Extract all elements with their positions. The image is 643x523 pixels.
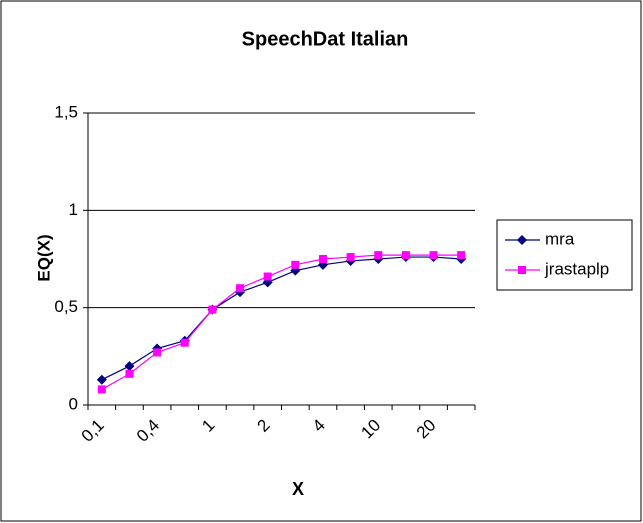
- chart-title: SpeechDat Italian: [242, 28, 409, 50]
- y-axis-label: EQ(X): [34, 234, 53, 281]
- data-point: [96, 374, 107, 385]
- data-point: [125, 369, 134, 378]
- legend-box: [496, 219, 633, 291]
- data-point: [263, 272, 272, 281]
- data-point: [124, 361, 135, 372]
- data-point: [291, 260, 300, 269]
- y-tick-label: 1,5: [54, 102, 78, 121]
- legend-label: jrastaplp: [544, 259, 609, 278]
- legend-marker: [517, 235, 527, 245]
- data-point: [429, 251, 438, 260]
- y-tick-label: 1: [69, 200, 78, 219]
- data-point: [208, 305, 217, 314]
- x-axis-label: X: [292, 479, 304, 499]
- data-point: [457, 251, 466, 260]
- data-point: [401, 251, 410, 260]
- series-line: [101, 254, 462, 390]
- legend-marker: [518, 266, 526, 274]
- y-tick-label: 0,5: [54, 297, 78, 316]
- data-point: [374, 251, 383, 260]
- data-point: [153, 348, 162, 357]
- legend-label: mra: [545, 229, 575, 248]
- y-tick-label: 0: [69, 394, 78, 413]
- data-point: [97, 385, 106, 394]
- data-point: [236, 284, 245, 293]
- data-point: [346, 253, 355, 262]
- data-point: [180, 338, 189, 347]
- data-point: [318, 255, 327, 263]
